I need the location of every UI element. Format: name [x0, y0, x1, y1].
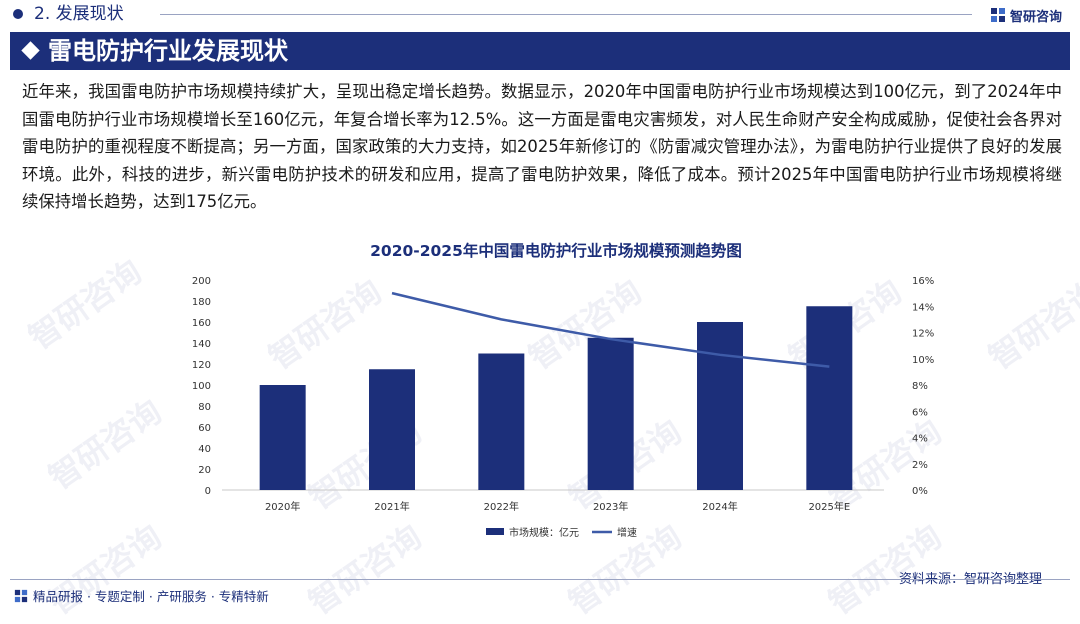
y-left-tick-label: 120: [192, 360, 211, 371]
footer-divider: [10, 579, 1070, 580]
y-right-tick-label: 8%: [912, 381, 928, 392]
x-tick-label: 2021年: [374, 500, 409, 513]
y-right-tick-label: 0%: [912, 486, 928, 497]
diamond-icon: [21, 41, 40, 60]
y-right-tick-label: 4%: [912, 434, 928, 445]
x-tick-label: 2022年: [484, 500, 519, 513]
x-tick-label: 2025年E: [808, 500, 850, 513]
section-label: 2. 发展现状: [34, 4, 124, 24]
top-bar: 2. 发展现状 智研咨询: [0, 0, 1080, 30]
bar: [259, 385, 306, 490]
y-left-tick-label: 160: [192, 318, 211, 329]
bar: [369, 369, 415, 490]
body-paragraph: 近年来，我国雷电防护市场规模持续扩大，呈现出稳定增长趋势。数据显示，2020年中…: [22, 82, 1062, 212]
series-line-growth: [391, 291, 830, 368]
x-tick-label: 2020年: [265, 500, 300, 513]
brand-name: 智研咨询: [1010, 9, 1063, 25]
bar: [587, 337, 634, 490]
y-right-tick-label: 6%: [912, 407, 928, 418]
source-note: 资料来源：智研咨询整理: [898, 572, 1042, 587]
y-right-tick-label: 12%: [912, 329, 934, 340]
brand-logo: 智研咨询: [990, 5, 1062, 25]
watermark-text: 智研咨询: [41, 517, 169, 622]
y-right-tick-label: 10%: [912, 355, 934, 366]
bar: [697, 322, 743, 490]
y-left-tick-label: 20: [198, 465, 211, 476]
watermark-text: 智研咨询: [981, 272, 1080, 377]
bullet-dot-icon: [13, 9, 23, 19]
bar: [478, 353, 525, 490]
x-tick-label: 2023年: [593, 500, 628, 513]
y-left-tick-label: 80: [198, 402, 211, 413]
page-title: 雷电防护行业发展现状: [48, 37, 288, 65]
y-left-tick-label: 180: [192, 297, 211, 308]
y-right-tick-label: 16%: [912, 276, 934, 287]
watermark-text: 智研咨询: [41, 392, 169, 497]
watermark-text: 智研咨询: [21, 252, 149, 357]
brand-mark-icon: [991, 8, 1005, 22]
bar: [806, 306, 853, 490]
footer-slogan-text: 精品研报 · 专题定制 · 产研服务 · 专精特新: [33, 589, 269, 604]
y-right-tick-label: 2%: [912, 460, 928, 471]
market-size-chart: 2020-2025年中国雷电防护行业市场规模预测趋势图 0 20 40 60 80 100 1…: [192, 241, 934, 539]
y-left-tick-label: 200: [192, 276, 211, 287]
legend-label: 市场规模：亿元: [509, 526, 579, 539]
footer-logo-icon: [14, 589, 28, 602]
legend-label: 增速: [617, 526, 637, 539]
y-left-tick-label: 40: [198, 444, 211, 455]
y-left-tick-label: 140: [192, 339, 211, 350]
x-tick-label: 2024年: [702, 500, 737, 513]
y-left-tick-label: 100: [192, 381, 211, 392]
chart-title: 2020-2025年中国雷电防护行业市场规模预测趋势图: [370, 241, 742, 260]
y-left-tick-label: 0: [205, 486, 211, 497]
y-right-tick-label: 14%: [912, 302, 934, 313]
footer-slogan: 精品研报 · 专题定制 · 产研服务 · 专精特新: [14, 586, 269, 605]
y-left-tick-label: 60: [198, 423, 211, 434]
title-banner: 雷电防护行业发展现状: [10, 32, 1070, 70]
legend-swatch-bar: [486, 528, 504, 535]
header-divider: [160, 14, 972, 15]
